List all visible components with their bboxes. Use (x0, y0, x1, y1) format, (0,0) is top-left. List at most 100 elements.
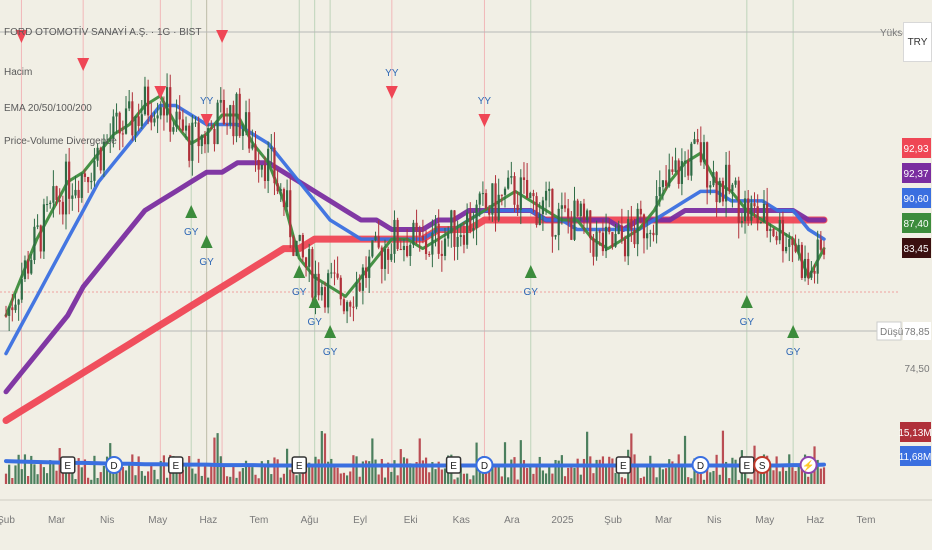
candle-body (282, 189, 286, 208)
volume-bar (706, 466, 709, 484)
volume-bar (683, 435, 687, 484)
volume-bar (241, 468, 244, 484)
candle-body (750, 203, 753, 221)
buy-signal-label: GY (524, 287, 539, 298)
volume-bar (532, 473, 535, 484)
price-tag-label: 92,93 (903, 144, 928, 155)
candle-body (775, 236, 778, 241)
volume-bar (709, 472, 712, 484)
candle-body (118, 112, 121, 134)
x-tick-label: Ara (504, 515, 520, 526)
candle-body (380, 247, 383, 269)
candle-body (592, 238, 595, 257)
event-badge-label: E (64, 461, 71, 472)
volume-bar (620, 477, 623, 484)
candle-body (709, 185, 712, 188)
candle-body (595, 231, 598, 257)
volume-bar (30, 455, 33, 484)
candle-body (169, 87, 172, 132)
volume-bar (522, 460, 526, 484)
candle-body (292, 237, 295, 256)
volume-bar (210, 463, 213, 484)
candle-body (617, 225, 620, 234)
sell-signal-arrow (216, 30, 229, 43)
candle-body (481, 193, 485, 195)
candle-body (64, 161, 68, 215)
volume-bar (563, 476, 567, 484)
volume-bar (788, 454, 791, 484)
candle-body (484, 193, 488, 209)
volume-bar (428, 472, 431, 484)
candle-body (560, 205, 563, 209)
candle-body (317, 273, 320, 296)
candle-body (475, 204, 478, 229)
event-badge-label: D (110, 461, 117, 472)
volume-bar (680, 465, 683, 484)
volume-bar (462, 473, 466, 484)
symbol-title[interactable]: FORD OTOMOTİV SANAYİ A.Ş. · 1G · BIST (4, 27, 202, 38)
volume-bar (203, 465, 207, 484)
buy-signal-label: GY (184, 227, 199, 238)
volume-bar (503, 442, 507, 484)
volume-bar (181, 469, 184, 484)
volume-bar (276, 459, 279, 484)
candle-body (500, 194, 503, 196)
volume-bar (560, 455, 563, 484)
candle-body (248, 112, 251, 149)
volume-bar (165, 477, 169, 484)
y-tick-label: 74,50 (904, 364, 929, 375)
volume-bar (595, 459, 598, 484)
candle-body (327, 273, 330, 308)
candle-body (614, 233, 617, 247)
candle-body (377, 236, 380, 248)
candle-body (567, 208, 570, 219)
volume-bar (178, 471, 181, 484)
candle-body (756, 206, 759, 224)
candle-body (342, 299, 346, 312)
candle-body (529, 193, 532, 199)
x-tick-label: Tem (249, 515, 268, 526)
candle-body (270, 147, 273, 149)
candle-body (491, 183, 494, 215)
candle-body (260, 164, 263, 170)
volume-bar (289, 469, 292, 484)
candle-body (807, 258, 810, 278)
candle-body (766, 203, 769, 232)
volume-bar (807, 476, 810, 484)
buy-signal-arrow (787, 325, 800, 338)
legend-ema[interactable]: EMA 20/50/100/200 (4, 103, 92, 114)
volume-bar (658, 467, 661, 484)
legend-volume[interactable]: Hacim (4, 67, 33, 78)
volume-bar (554, 459, 557, 484)
volume-bar (598, 459, 601, 484)
candle-body (586, 210, 589, 221)
currency-badge[interactable]: TRY (903, 22, 932, 62)
volume-bar (317, 459, 320, 484)
volume-bar (421, 460, 424, 484)
x-tick-label: Nis (100, 515, 114, 526)
candle-body (251, 144, 254, 149)
volume-bar (557, 460, 560, 484)
candle-body (459, 235, 462, 237)
candle-body (548, 188, 551, 191)
candle-body (134, 116, 137, 136)
volume-bar (137, 456, 140, 484)
candle-body (102, 141, 106, 171)
volume-bar (453, 479, 456, 484)
volume-bar (718, 474, 721, 484)
candle-body (61, 201, 64, 215)
candle-body (339, 277, 342, 300)
volume-bar (784, 470, 788, 484)
candle-body (516, 204, 519, 210)
buy-signal-arrow (524, 265, 537, 278)
candle-body (538, 214, 541, 225)
buy-signal-label: GY (292, 287, 307, 298)
event-badge-label: E (296, 461, 303, 472)
volume-bar (601, 456, 605, 484)
candle-body (244, 112, 248, 130)
candle-body (194, 122, 197, 124)
sell-signal-arrow (77, 58, 90, 71)
legend-divergence[interactable]: Price-Volume Divergence (4, 136, 117, 147)
